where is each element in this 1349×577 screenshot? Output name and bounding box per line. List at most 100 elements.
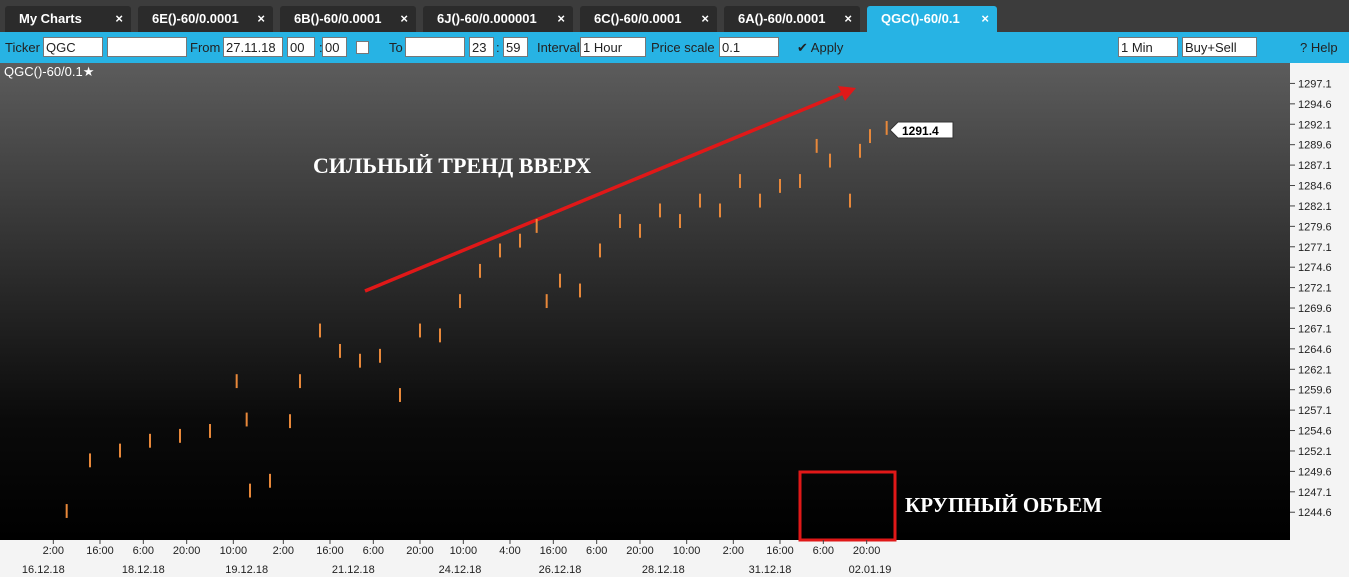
x-tick-label: 16:00 (316, 545, 344, 557)
y-tick-label: 1272.1 (1298, 283, 1332, 295)
x-tick-label: 20:00 (173, 545, 201, 557)
y-tick-label: 1292.1 (1298, 119, 1332, 131)
y-tick-label: 1279.6 (1298, 221, 1332, 233)
chart-title: QGC()-60/0.1★ (4, 64, 94, 79)
y-tick-label: 1297.1 (1298, 78, 1332, 90)
y-tick-label: 1274.6 (1298, 262, 1332, 274)
help-button[interactable]: ? Help (1300, 40, 1338, 55)
x-tick-label: 6:00 (813, 545, 834, 557)
tab-label: 6A()-60/0.0001 (738, 11, 826, 26)
x-tick-label: 6:00 (363, 545, 384, 557)
plot-bg (0, 63, 1290, 540)
y-tick-label: 1252.1 (1298, 446, 1332, 458)
tab-close[interactable]: × (115, 11, 123, 26)
tab-close[interactable]: × (701, 11, 709, 26)
ticker-input[interactable]: QGC (43, 37, 103, 57)
tab-close[interactable]: × (257, 11, 265, 26)
scale-input[interactable]: 0.1 (719, 37, 779, 57)
date-label: 18.12.18 (122, 564, 165, 576)
x-tick-label: 20:00 (626, 545, 654, 557)
tab[interactable]: 6B()-60/0.0001 × (280, 6, 416, 32)
label: From (190, 40, 221, 55)
x-tick-label: 6:00 (586, 545, 607, 557)
y-tick-label: 1269.6 (1298, 303, 1332, 315)
y-tick-label: 1289.6 (1298, 140, 1332, 152)
highlight-box (798, 470, 897, 542)
apply-button[interactable]: ✔ Apply (797, 40, 844, 55)
ticker-select[interactable] (107, 37, 187, 57)
x-tick-label: 16:00 (86, 545, 114, 557)
x-tick-label: 20:00 (853, 545, 881, 557)
tab-close[interactable]: × (844, 11, 852, 26)
interval-select[interactable]: 1 Hour (580, 37, 646, 57)
tab[interactable]: 6C()-60/0.0001 × (580, 6, 717, 32)
checkbox[interactable] (356, 41, 369, 54)
y-tick-label: 1262.1 (1298, 364, 1332, 376)
tab-label: QGC()-60/0.1 (881, 11, 960, 26)
hour-input[interactable]: 00 (287, 37, 315, 57)
y-tick-label: 1254.6 (1298, 426, 1332, 438)
tab-label: My Charts (19, 11, 82, 26)
date-label: 26.12.18 (539, 564, 582, 576)
x-tick-label: 2:00 (723, 545, 744, 557)
min-input[interactable]: 00 (322, 37, 347, 57)
x-tick-label: 16:00 (766, 545, 794, 557)
arrow-head (838, 86, 856, 101)
tab[interactable]: 6A()-60/0.0001 × (724, 6, 860, 32)
tab[interactable]: QGC()-60/0.1 × (867, 6, 997, 32)
y-axis-bg (1290, 63, 1349, 577)
date-input[interactable]: 27.11.18 (223, 37, 283, 57)
tab-label: 6B()-60/0.0001 (294, 11, 382, 26)
y-tick-label: 1277.1 (1298, 242, 1332, 254)
y-tick-label: 1264.6 (1298, 344, 1332, 356)
sep: : (496, 40, 500, 55)
x-tick-label: 4:00 (499, 545, 520, 557)
y-tick-label: 1267.1 (1298, 323, 1332, 335)
tab-close[interactable]: × (981, 11, 989, 26)
tf-select[interactable]: 1 Min (1118, 37, 1178, 57)
label: To (389, 40, 403, 55)
date-label: 19.12.18 (225, 564, 268, 576)
annotation: СИЛЬНЫЙ ТРЕНД ВВЕРХ (313, 153, 591, 178)
tab[interactable]: 6E()-60/0.0001 × (138, 6, 273, 32)
chart: QGC()-60/0.1★ СИЛЬНЫЙ ТРЕНД ВВЕРХ КРУПНЫ… (0, 63, 1349, 577)
y-tick-label: 1294.6 (1298, 99, 1332, 111)
date-label: 02.01.19 (849, 564, 892, 576)
tab-close[interactable]: × (557, 11, 565, 26)
y-tick-label: 1249.6 (1298, 466, 1332, 478)
label: Help (1310, 40, 1338, 55)
tab-bar: My Charts × 6E()-60/0.0001 × 6B()-60/0.0001 ×… (0, 0, 1349, 32)
y-tick-label: 1259.6 (1298, 385, 1332, 397)
x-tick-label: 20:00 (406, 545, 434, 557)
date-input[interactable] (405, 37, 465, 57)
y-tick-label: 1257.1 (1298, 405, 1332, 417)
min-input[interactable]: 59 (503, 37, 528, 57)
x-tick-label: 2:00 (273, 545, 294, 557)
x-tick-label: 16:00 (540, 545, 568, 557)
x-tick-label: 6:00 (133, 545, 154, 557)
tab-label: 6J()-60/0.000001 (437, 11, 537, 26)
tab-label: 6E()-60/0.0001 (152, 11, 239, 26)
arrow (364, 89, 849, 293)
tab[interactable]: 6J()-60/0.000001 × (423, 6, 573, 32)
y-tick-label: 1244.6 (1298, 507, 1332, 519)
last-price-label: 1291.4 (902, 124, 939, 138)
date-label: 16.12.18 (22, 564, 65, 576)
date-label: 28.12.18 (642, 564, 685, 576)
tab-close[interactable]: × (400, 11, 408, 26)
toolbar: Ticker QGC From 27.11.18 00 : 00 To 23 :… (0, 32, 1349, 63)
x-tick-label: 10:00 (220, 545, 248, 557)
tab[interactable]: My Charts × (5, 6, 131, 32)
x-tick-label: 10:00 (450, 545, 478, 557)
date-label: 21.12.18 (332, 564, 375, 576)
date-label: 31.12.18 (749, 564, 792, 576)
y-tick-label: 1247.1 (1298, 487, 1332, 499)
x-tick-label: 2:00 (43, 545, 64, 557)
side-select[interactable]: Buy+Sell (1182, 37, 1257, 57)
label: Apply (810, 40, 844, 55)
date-label: 24.12.18 (439, 564, 482, 576)
hour-input[interactable]: 23 (469, 37, 494, 57)
label: Ticker (5, 40, 40, 55)
x-axis-bg (0, 540, 1290, 577)
